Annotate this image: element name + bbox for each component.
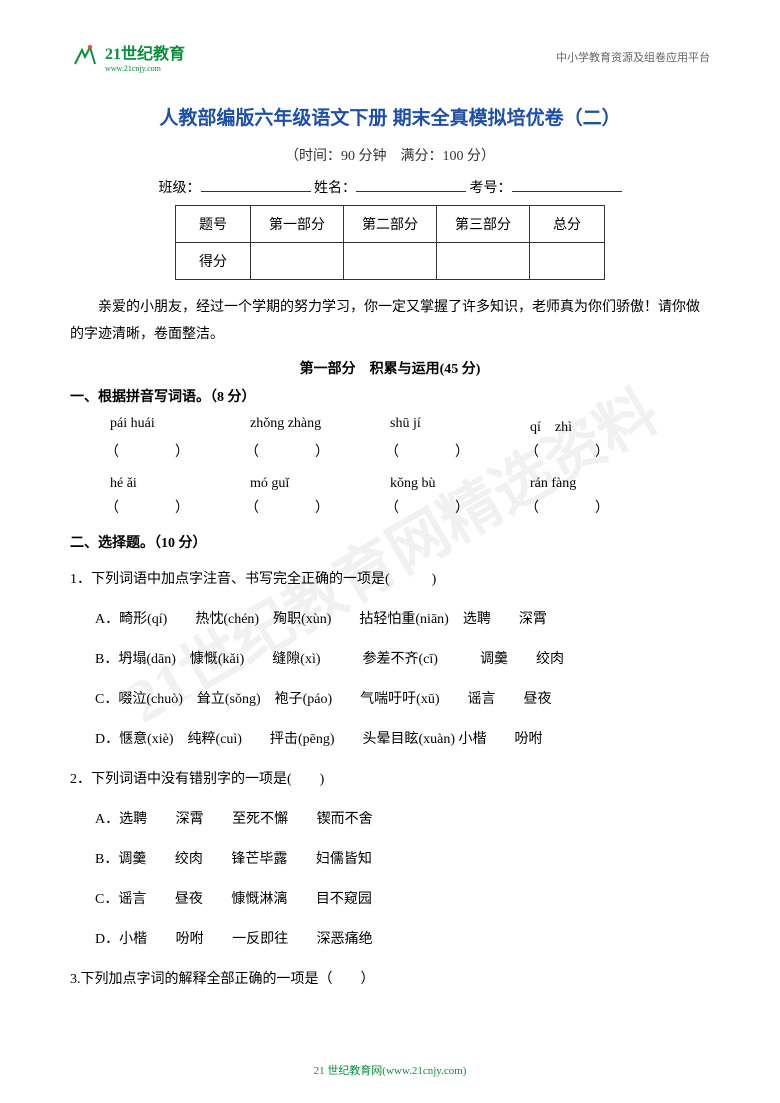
table-cell[interactable] <box>530 243 605 280</box>
paren-row-1: （ ） （ ） （ ） （ ） <box>70 441 710 461</box>
opt-part: 吩咐 <box>176 922 204 957</box>
pinyin-item: pái huái <box>110 416 250 436</box>
logo-main: 21世纪教育 <box>105 40 185 64</box>
name-label: 姓名： <box>314 181 356 196</box>
opt-part: C．谣言 <box>95 882 146 917</box>
id-blank[interactable] <box>512 191 622 192</box>
class-blank[interactable] <box>201 191 311 192</box>
intro-text: 亲爱的小朋友，经过一个学期的努力学习，你一定又掌握了许多知识，老师真为你们骄傲！… <box>70 295 710 348</box>
opt-part: 锋芒毕露 <box>231 842 287 877</box>
q2-2-option-b: B．调羹 绞肉 锋芒毕露 妇儒皆知 <box>70 842 710 877</box>
table-cell[interactable] <box>344 243 437 280</box>
class-label: 班级： <box>159 181 201 196</box>
page-footer: 21 世纪教育网(www.21cnjy.com) <box>0 1062 780 1078</box>
header-right-text: 中小学教育资源及组卷应用平台 <box>556 49 710 65</box>
answer-blank[interactable]: （ ） <box>525 497 665 517</box>
logo-sub: www.21cnjy.com <box>105 64 185 73</box>
table-cell[interactable] <box>251 243 344 280</box>
table-cell: 得分 <box>176 243 251 280</box>
opt-part: 深恶痛绝 <box>317 922 373 957</box>
answer-blank[interactable]: （ ） <box>525 441 665 461</box>
answer-blank[interactable]: （ ） <box>385 441 525 461</box>
opt-part: 目不窥园 <box>316 882 372 917</box>
table-cell: 题号 <box>176 206 251 243</box>
student-info-line: 班级： 姓名： 考号： <box>70 177 710 197</box>
q2-2-option-a: A．选聘 深霄 至死不懈 锲而不舍 <box>70 802 710 837</box>
pinyin-item: shū jí <box>390 416 530 436</box>
answer-blank[interactable]: （ ） <box>385 497 525 517</box>
opt-part: 妇儒皆知 <box>316 842 372 877</box>
q2-1-option-a: A．畸形(qí) 热忱(chén) 殉职(xùn) 拈轻怕重(niān) 选聘 … <box>70 602 710 637</box>
table-cell[interactable] <box>437 243 530 280</box>
logo-text: 21世纪教育 www.21cnjy.com <box>105 40 185 73</box>
q2-1-option-c: C．啜泣(chuò) 耸立(sǒng) 袍子(páo) 气喘吁吁(xū) 谣言 … <box>70 682 710 717</box>
name-blank[interactable] <box>356 191 466 192</box>
table-row: 得分 <box>176 243 605 280</box>
opt-part: 绞肉 <box>175 842 203 877</box>
pinyin-item: zhǒng zhàng <box>250 416 390 436</box>
exam-subtitle: （时间：90 分钟 满分：100 分） <box>70 145 710 165</box>
q1-title: 一、根据拼音写词语。（8 分） <box>70 386 710 406</box>
opt-part: 至死不懈 <box>232 802 288 837</box>
logo-icon <box>70 42 100 72</box>
opt-part: 昼夜 <box>175 882 203 917</box>
q2-title: 二、选择题。（10 分） <box>70 532 710 552</box>
q2-3-stem: 3.下列加点字词的解释全部正确的一项是（ ） <box>70 962 710 997</box>
id-label: 考号： <box>470 181 512 196</box>
opt-part: B．调羹 <box>95 842 146 877</box>
pinyin-row-2: hé ǎi mó guǐ kǒng bù rán fàng <box>70 476 710 492</box>
answer-blank[interactable]: （ ） <box>245 497 385 517</box>
paren-row-2: （ ） （ ） （ ） （ ） <box>70 497 710 517</box>
pinyin-item: hé ǎi <box>110 476 250 492</box>
opt-part: D．小楷 <box>95 922 147 957</box>
pinyin-item: kǒng bù <box>390 476 530 492</box>
q2-1-option-b: B．坍塌(dān) 慷慨(kǎi) 缝隙(xì) 参差不齐(cī) 调羹 绞肉 <box>70 642 710 677</box>
q2-2-option-d: D．小楷 吩咐 一反即往 深恶痛绝 <box>70 922 710 957</box>
opt-part: 深霄 <box>176 802 204 837</box>
pinyin-item: rán fàng <box>530 476 670 492</box>
page-content: 21世纪教育 www.21cnjy.com 中小学教育资源及组卷应用平台 人教部… <box>70 40 710 997</box>
table-cell: 第三部分 <box>437 206 530 243</box>
opt-part: 一反即往 <box>232 922 288 957</box>
logo: 21世纪教育 www.21cnjy.com <box>70 40 185 73</box>
table-cell: 第一部分 <box>251 206 344 243</box>
score-table: 题号 第一部分 第二部分 第三部分 总分 得分 <box>175 205 605 280</box>
q2-1-stem: 1．下列词语中加点字注音、书写完全正确的一项是( ) <box>70 562 710 597</box>
opt-part: A．选聘 <box>95 802 147 837</box>
answer-blank[interactable]: （ ） <box>245 441 385 461</box>
table-row: 题号 第一部分 第二部分 第三部分 总分 <box>176 206 605 243</box>
answer-blank[interactable]: （ ） <box>105 497 245 517</box>
opt-part: 锲而不舍 <box>317 802 373 837</box>
pinyin-item: mó guǐ <box>250 476 390 492</box>
q2-2-stem: 2．下列词语中没有错别字的一项是( ) <box>70 762 710 797</box>
pinyin-item: qí zhì <box>530 416 670 436</box>
table-cell: 第二部分 <box>344 206 437 243</box>
q2-2-option-c: C．谣言 昼夜 慷慨淋漓 目不窥园 <box>70 882 710 917</box>
q2-1-option-d: D．惬意(xiè) 纯粹(cuì) 抨击(pēng) 头晕目眩(xuàn) 小楷… <box>70 722 710 757</box>
exam-title: 人教部编版六年级语文下册 期末全真模拟培优卷（二） <box>70 103 710 130</box>
table-cell: 总分 <box>530 206 605 243</box>
section1-header: 第一部分 积累与运用(45 分) <box>70 358 710 378</box>
page-header: 21世纪教育 www.21cnjy.com 中小学教育资源及组卷应用平台 <box>70 40 710 73</box>
answer-blank[interactable]: （ ） <box>105 441 245 461</box>
opt-part: 慷慨淋漓 <box>231 882 287 917</box>
pinyin-row-1: pái huái zhǒng zhàng shū jí qí zhì <box>70 416 710 436</box>
section-q2: 二、选择题。（10 分） 1．下列词语中加点字注音、书写完全正确的一项是( ) … <box>70 532 710 997</box>
